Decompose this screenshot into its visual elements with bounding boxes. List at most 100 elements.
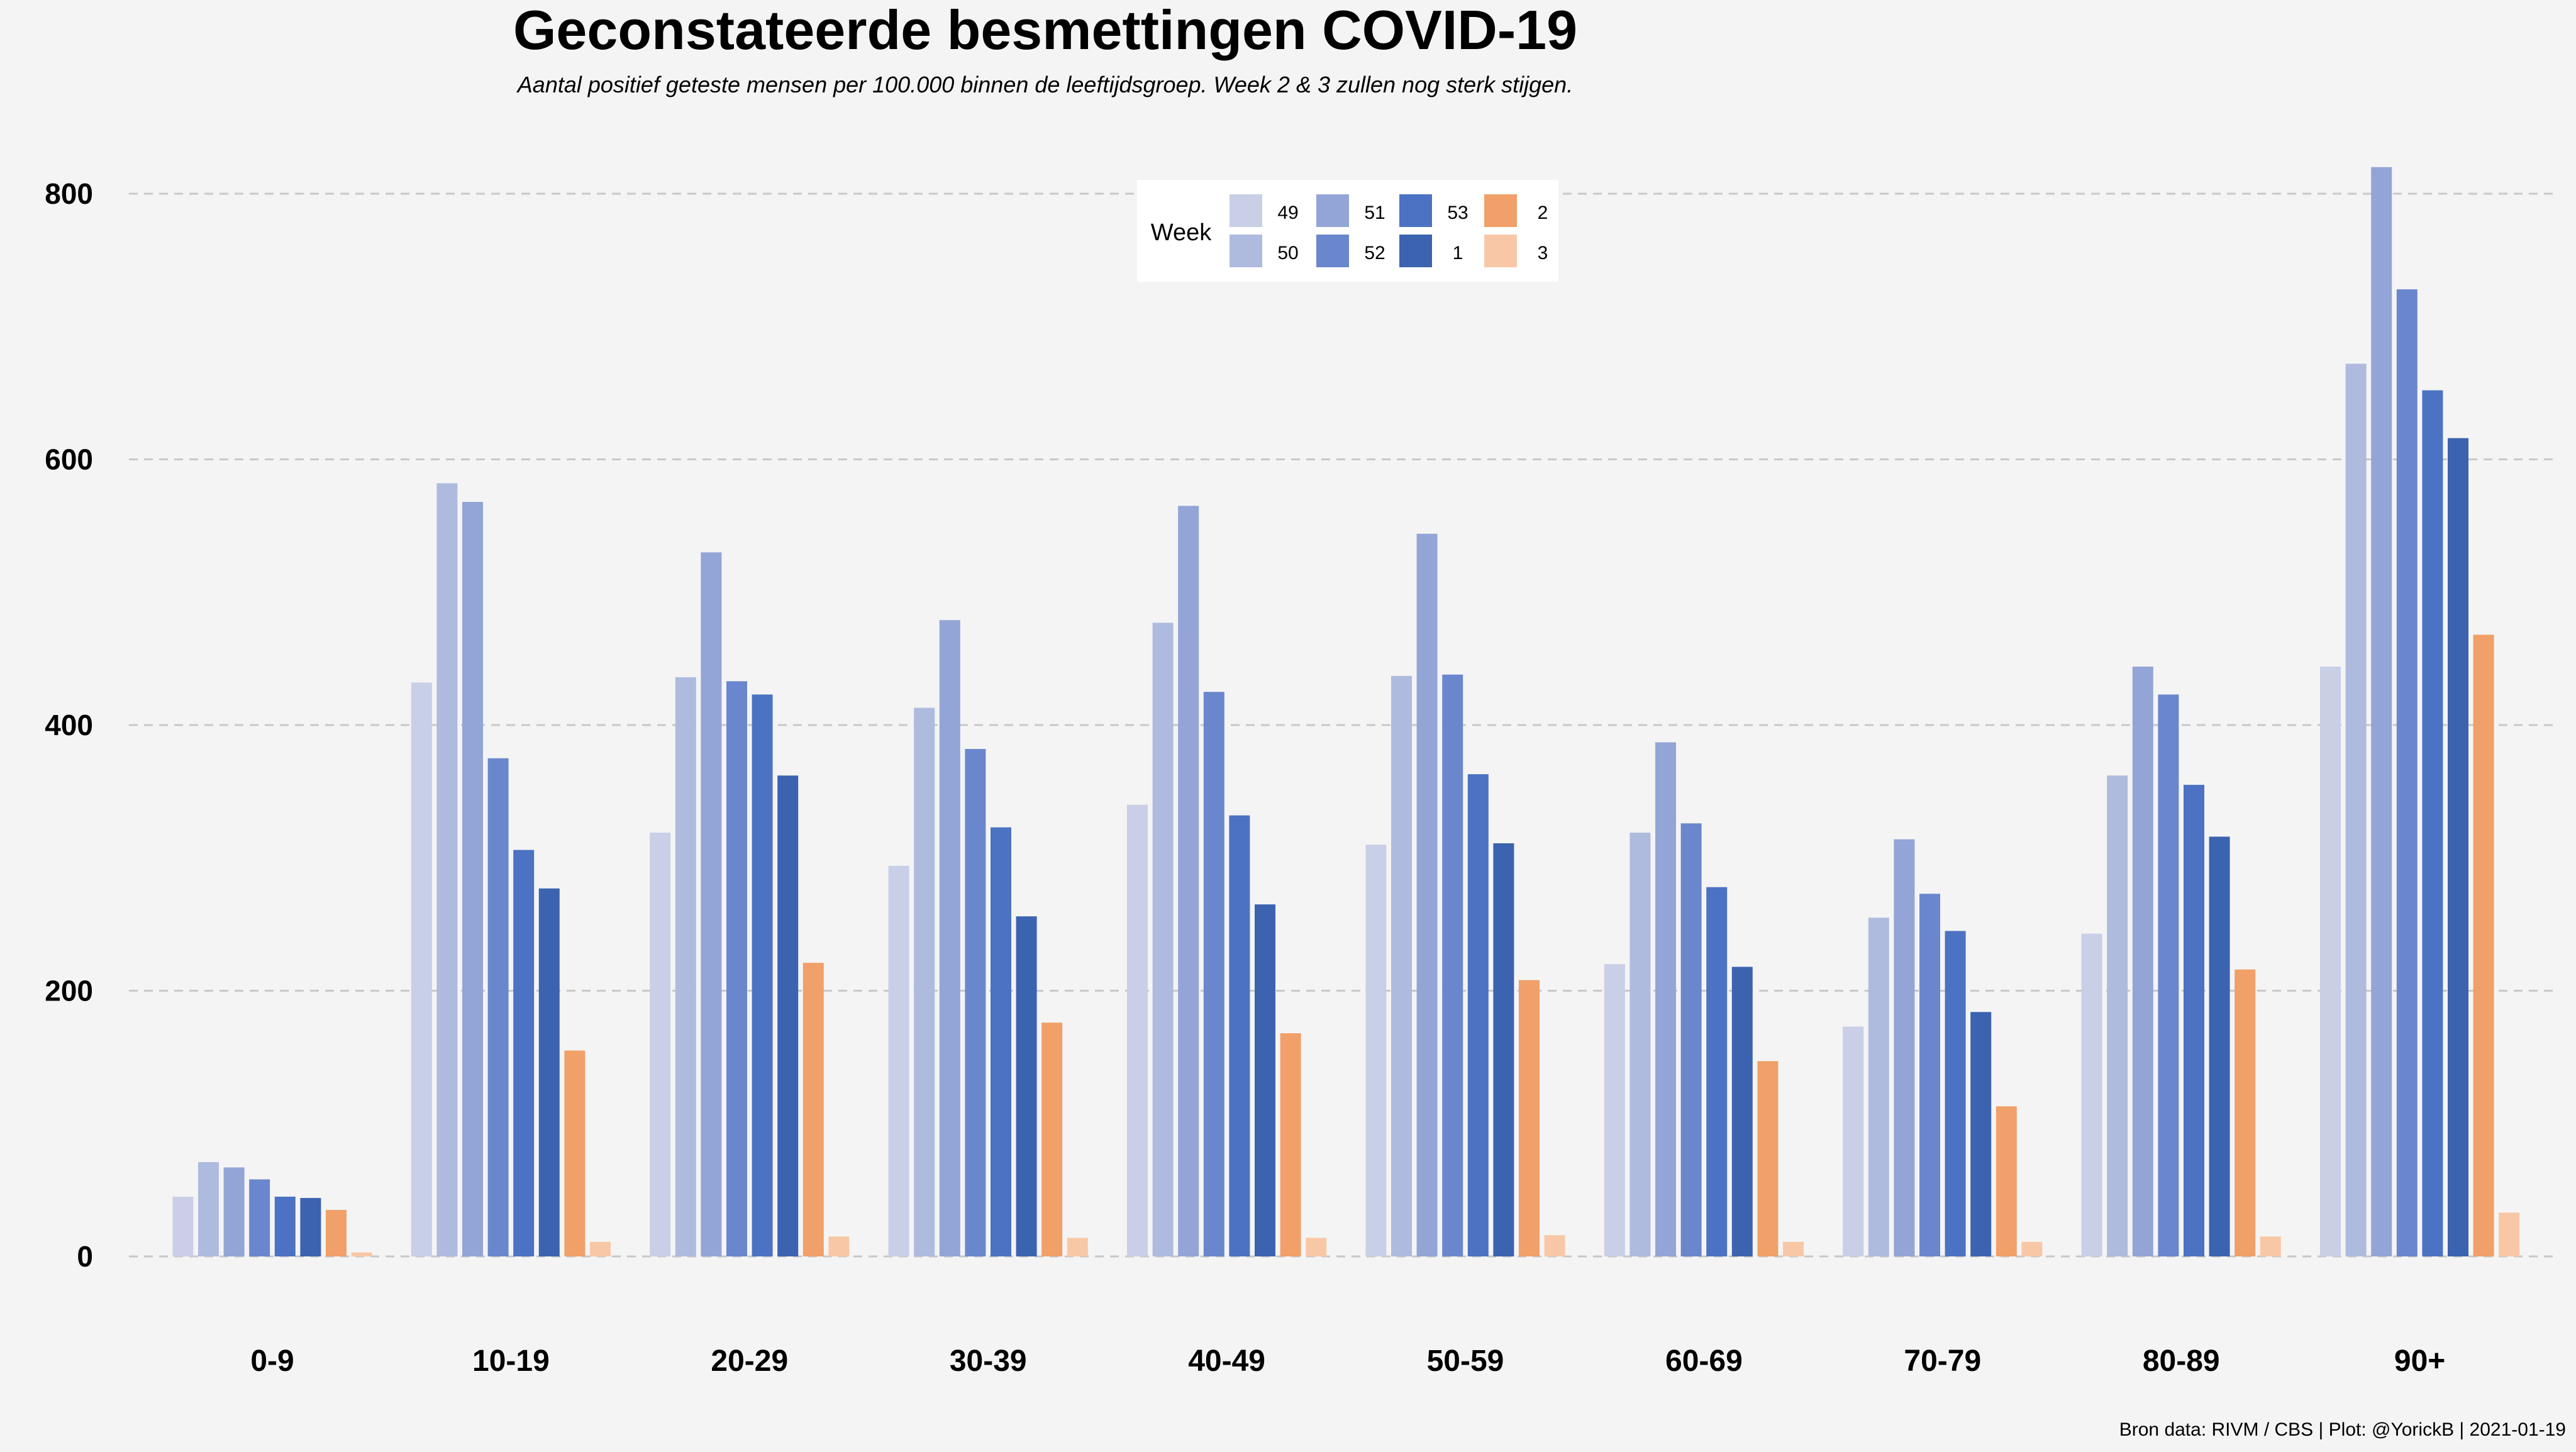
bar-10-19-week-53 (513, 850, 535, 1256)
y-tick-label-800: 800 (45, 177, 93, 210)
bar-0-9-week-2 (326, 1210, 347, 1256)
legend-label-week-1: 1 (1453, 243, 1463, 263)
y-tick-label-0: 0 (77, 1240, 93, 1273)
bar-30-39-week-1 (1016, 916, 1037, 1256)
bar-40-49-week-50 (1152, 623, 1174, 1256)
bar-70-79-week-3 (2021, 1241, 2043, 1256)
bar-30-39-week-3 (1067, 1238, 1088, 1256)
bar-70-79-week-52 (1919, 894, 1940, 1256)
bar-80-89-week-53 (2184, 785, 2204, 1256)
bar-30-39-week-52 (965, 749, 986, 1256)
bar-20-29-week-49 (650, 833, 671, 1256)
bar-0-9-week-52 (249, 1179, 270, 1256)
bar-0-9-week-50 (198, 1162, 219, 1256)
bar-90-week-53 (2422, 390, 2443, 1256)
bar-30-39-week-51 (939, 620, 960, 1256)
legend-key-week-2 (1484, 194, 1517, 227)
chart-subtitle: Aantal positief geteste mensen per 100.0… (516, 72, 1573, 97)
legend-key-week-50 (1230, 235, 1262, 267)
bar-50-59-week-53 (1467, 774, 1489, 1256)
bar-60-69-week-1 (1731, 967, 1753, 1256)
bar-30-39-week-49 (888, 865, 909, 1256)
x-tick-label-40-49: 40-49 (1188, 1344, 1265, 1378)
bar-40-49-week-52 (1203, 692, 1224, 1256)
bar-10-19-week-50 (436, 483, 458, 1256)
bar-20-29-week-50 (675, 677, 696, 1256)
legend-key-week-52 (1316, 235, 1349, 267)
bar-30-39-week-50 (914, 707, 935, 1256)
legend-items: 49 50 51 52 53 1 2 3 (1230, 194, 1548, 267)
x-tick-label-20-29: 20-29 (711, 1344, 788, 1378)
bar-0-9-week-3 (351, 1252, 372, 1256)
bar-30-39-week-2 (1041, 1022, 1063, 1256)
y-tick-label-600: 600 (45, 443, 93, 476)
bar-70-79-week-2 (1996, 1106, 2017, 1256)
bar-70-79-week-50 (1868, 917, 1889, 1256)
axis-layer: 0 200 400 600 800 0-9 10-19 20-29 30-39 40-49 50-5… (45, 177, 2445, 1378)
y-tick-label-200: 200 (45, 975, 93, 1007)
bar-40-49-week-1 (1255, 904, 1275, 1256)
bar-50-59-week-1 (1493, 843, 1514, 1256)
chart-caption: Bron data: RIVM / CBS | Plot: @YorickB |… (2119, 1419, 2566, 1440)
bar-50-59-week-3 (1544, 1235, 1565, 1256)
bar-40-49-week-3 (1306, 1238, 1327, 1256)
legend-label-week-49: 49 (1277, 202, 1298, 223)
bar-80-89-week-51 (2132, 667, 2153, 1256)
bar-0-9-week-51 (223, 1167, 245, 1256)
bar-90-week-51 (2371, 167, 2392, 1256)
bar-50-59-week-49 (1365, 845, 1387, 1256)
bar-90-week-50 (2345, 363, 2367, 1256)
bar-30-39-week-53 (991, 827, 1011, 1256)
bar-60-69-week-53 (1706, 887, 1728, 1256)
bar-90-week-3 (2499, 1212, 2520, 1256)
bar-10-19-week-2 (564, 1050, 586, 1256)
x-tick-label-60-69: 60-69 (1665, 1344, 1743, 1378)
bar-70-79-week-49 (1843, 1026, 1864, 1256)
legend-label-week-3: 3 (1538, 243, 1548, 263)
legend-key-week-53 (1399, 194, 1432, 227)
legend-key-week-49 (1230, 194, 1262, 227)
x-tick-label-30-39: 30-39 (950, 1344, 1027, 1378)
bar-80-89-week-3 (2260, 1236, 2281, 1256)
bar-70-79-week-53 (1945, 931, 1966, 1256)
bar-60-69-week-3 (1783, 1241, 1804, 1256)
legend-key-week-1 (1399, 235, 1432, 267)
bar-50-59-week-2 (1519, 980, 1540, 1256)
legend-key-week-51 (1316, 194, 1349, 227)
bar-40-49-week-53 (1229, 815, 1250, 1256)
legend-label-week-52: 52 (1364, 243, 1385, 263)
bar-20-29-week-52 (726, 681, 747, 1256)
bar-60-69-week-50 (1629, 833, 1651, 1256)
bar-20-29-week-2 (802, 963, 824, 1256)
bar-10-19-week-52 (487, 758, 509, 1256)
x-tick-label-0-9: 0-9 (250, 1344, 294, 1378)
bar-50-59-week-50 (1391, 675, 1412, 1256)
legend: Week 49 50 51 52 53 1 2 3 (1137, 180, 1558, 282)
bar-70-79-week-51 (1894, 839, 1915, 1256)
bar-20-29-week-51 (701, 552, 722, 1256)
bar-60-69-week-52 (1680, 823, 1702, 1256)
bar-80-89-week-49 (2081, 933, 2102, 1256)
legend-key-week-3 (1484, 235, 1517, 267)
bar-20-29-week-1 (777, 775, 799, 1256)
bar-40-49-week-51 (1178, 506, 1199, 1256)
bar-70-79-week-1 (1970, 1012, 1992, 1256)
legend-label-week-50: 50 (1277, 243, 1298, 263)
bar-80-89-week-2 (2235, 969, 2256, 1256)
bar-0-9-week-1 (300, 1198, 321, 1256)
bar-10-19-week-1 (538, 888, 560, 1256)
x-tick-label-50-59: 50-59 (1427, 1344, 1504, 1378)
bar-50-59-week-52 (1442, 674, 1463, 1256)
bar-10-19-week-51 (462, 502, 483, 1256)
bar-0-9-week-53 (274, 1196, 296, 1256)
bar-60-69-week-51 (1655, 742, 1676, 1256)
legend-label-week-53: 53 (1447, 202, 1468, 223)
y-tick-label-400: 400 (45, 709, 93, 741)
bar-10-19-week-3 (590, 1241, 611, 1256)
bar-90-week-2 (2473, 635, 2494, 1256)
x-tick-label-10-19: 10-19 (472, 1344, 550, 1378)
bar-90-week-52 (2396, 289, 2418, 1257)
bar-50-59-week-51 (1416, 533, 1438, 1256)
